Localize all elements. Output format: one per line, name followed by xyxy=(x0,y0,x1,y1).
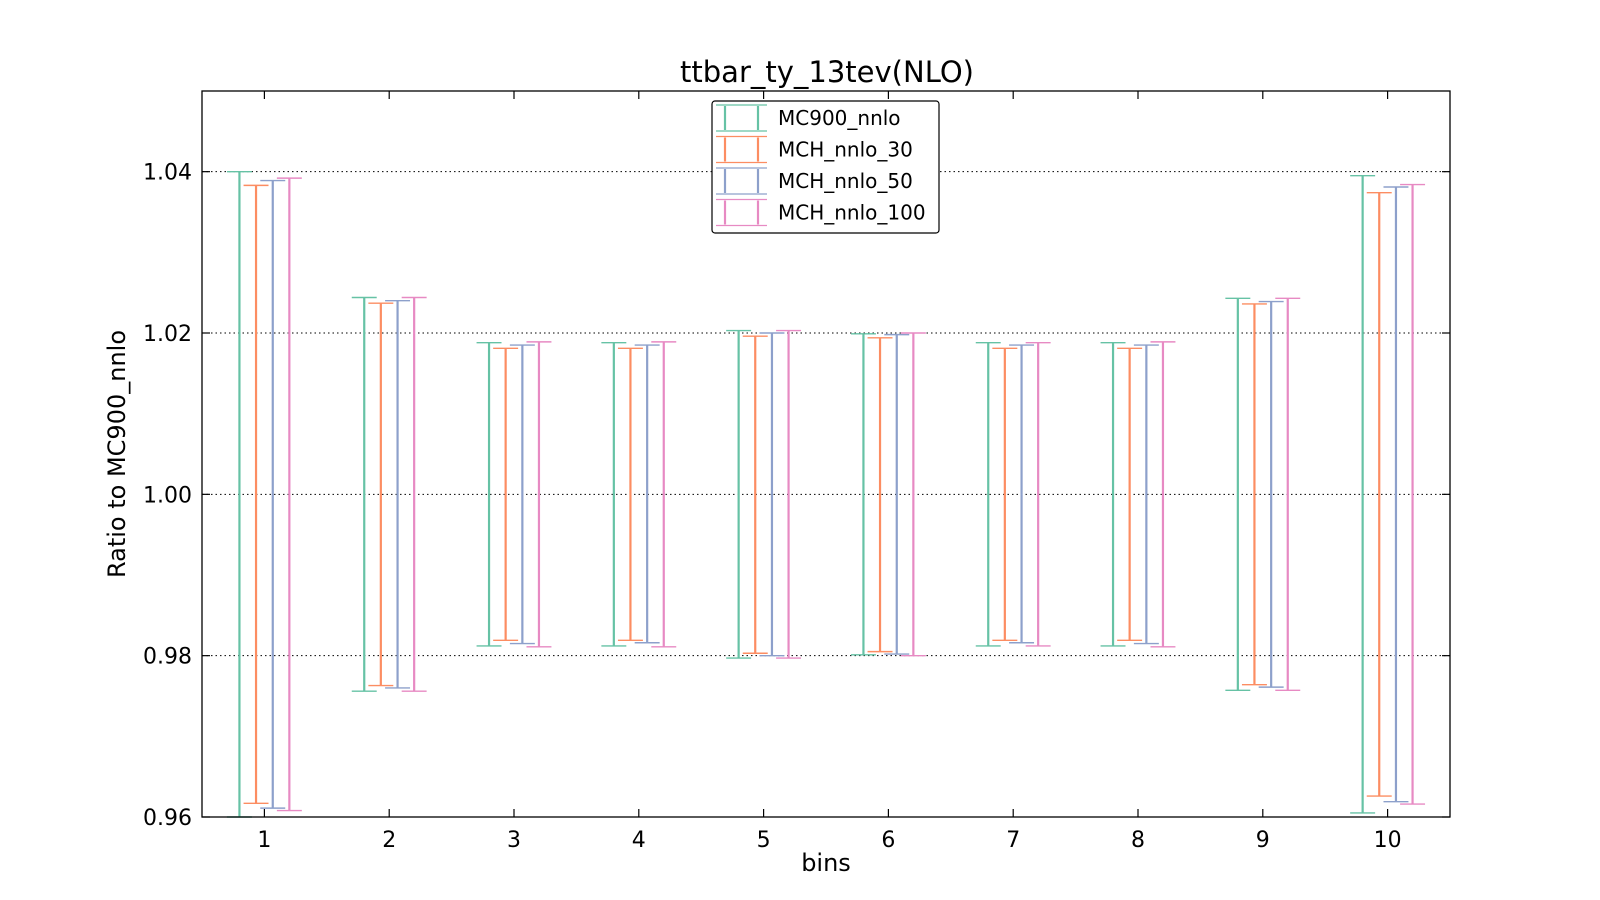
legend-entry: MCH_nnlo_30 xyxy=(716,135,913,164)
legend-label: MCH_nnlo_100 xyxy=(778,201,926,225)
x-tick-label: 7 xyxy=(1006,828,1020,853)
y-tick-label: 1.00 xyxy=(143,483,192,508)
x-tick-label: 5 xyxy=(757,828,771,853)
grid-layer xyxy=(202,171,1450,657)
x-tick-label: 10 xyxy=(1374,828,1402,853)
x-tick-label: 3 xyxy=(507,828,521,853)
y-tick-label: 0.98 xyxy=(143,645,192,670)
x-tick-label: 1 xyxy=(257,828,271,853)
x-tick-label: 8 xyxy=(1131,828,1145,853)
legend-entry: MC900_nnlo xyxy=(716,104,901,132)
ticks-layer: 0.96 0.98 1.00 1.02 1.04 1 2 3 4 5 6 7 8 9 10 xyxy=(143,91,1450,853)
x-tick-label: 9 xyxy=(1256,828,1270,853)
y-tick-label: 0.96 xyxy=(143,806,192,831)
legend-entry: MCH_nnlo_100 xyxy=(716,198,926,227)
y-tick-label: 1.02 xyxy=(143,322,192,347)
legend-entry: MCH_nnlo_50 xyxy=(716,167,913,195)
chart-title: ttbar_ty_13tev(NLO) xyxy=(680,55,974,89)
legend-frame xyxy=(711,100,940,234)
legend-label: MC900_nnlo xyxy=(778,106,901,130)
legend-label: MCH_nnlo_30 xyxy=(778,138,913,162)
legend-entries: MC900_nnlo MCH_nnlo_30 MCH_nnlo_50 MCH_nnlo… xyxy=(716,104,926,227)
x-tick-label: 2 xyxy=(382,828,396,853)
legend: MC900_nnlo MCH_nnlo_30 MCH_nnlo_50 MCH_nnlo… xyxy=(711,100,940,234)
x-tick-label: 6 xyxy=(881,828,895,853)
y-tick-label: 1.04 xyxy=(143,161,192,186)
x-axis-title: bins xyxy=(801,849,851,877)
errorbars-layer xyxy=(226,170,1426,818)
x-tick-label: 4 xyxy=(632,828,646,853)
legend-label: MCH_nnlo_50 xyxy=(778,169,913,193)
plot-frame xyxy=(201,90,1451,818)
y-axis-title: Ratio to MC900_nnlo xyxy=(103,330,131,578)
